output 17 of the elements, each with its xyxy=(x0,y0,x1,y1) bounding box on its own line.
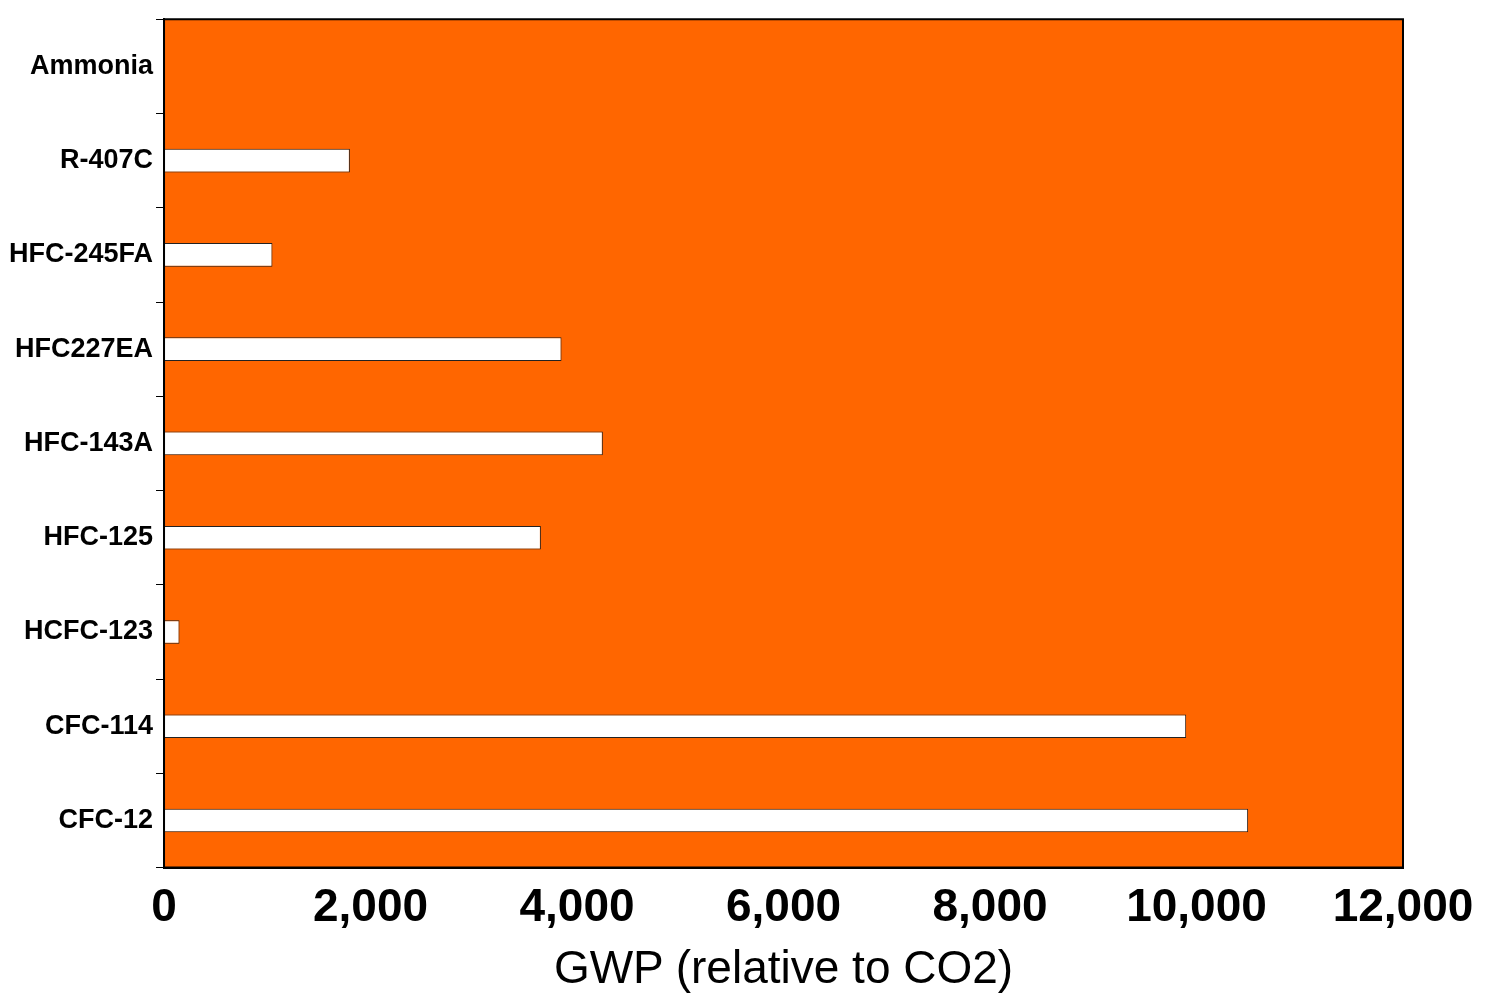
y-tick-label: HCFC-123 xyxy=(24,615,154,646)
x-tick-label: 2,000 xyxy=(312,878,429,931)
x-tick-label: 4,000 xyxy=(519,878,635,931)
x-tick-label: 8,000 xyxy=(932,878,1048,931)
x-tick-label: 12,000 xyxy=(1332,878,1474,931)
y-tick-label: HFC-143A xyxy=(24,426,154,457)
x-axis-title: GWP (relative to CO2) xyxy=(553,941,1014,994)
y-tick-label: R-407C xyxy=(59,144,154,175)
y-tick-label: Ammonia xyxy=(30,49,154,80)
x-tick-label: 0 xyxy=(151,878,177,931)
y-tick-label: HFC-125 xyxy=(43,521,154,552)
y-tick-label: HFC-245FA xyxy=(9,238,154,269)
y-tick-label: CFC-12 xyxy=(58,803,154,834)
y-tick-label: CFC-114 xyxy=(44,709,154,740)
x-tick-label: 10,000 xyxy=(1126,878,1267,931)
x-tick-label: 6,000 xyxy=(725,878,842,931)
y-tick-label: HFC227EA xyxy=(14,332,154,363)
